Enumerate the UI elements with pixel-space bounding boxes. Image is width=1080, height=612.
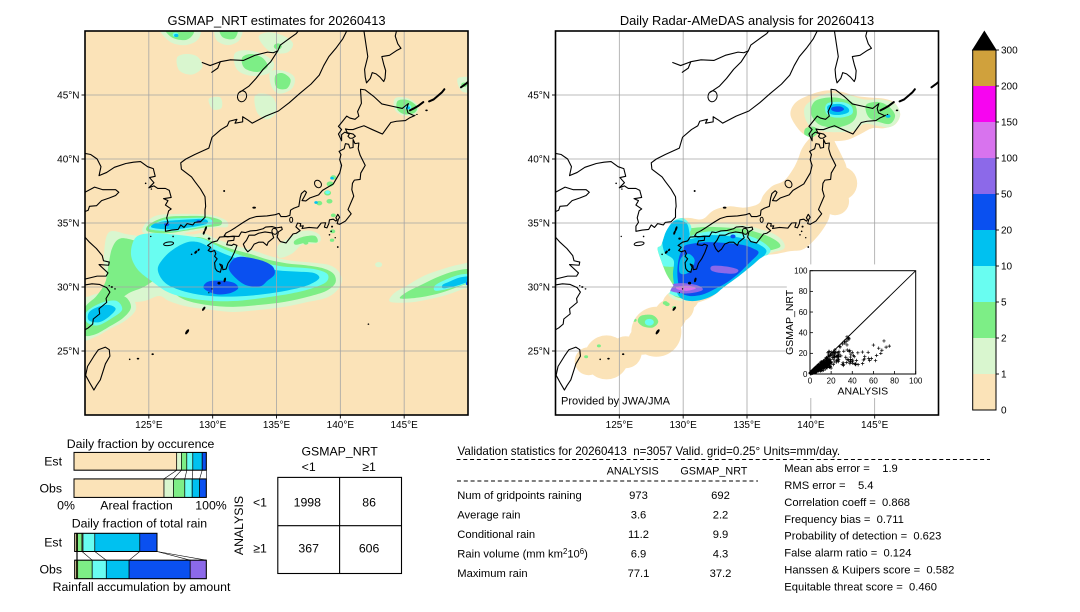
svg-text:60: 60: [799, 308, 808, 317]
svg-text:0: 0: [803, 370, 808, 379]
svg-text:130°E: 130°E: [199, 420, 227, 431]
svg-text:60: 60: [869, 377, 878, 386]
svg-text:145°E: 145°E: [861, 420, 889, 431]
svg-text:0: 0: [808, 377, 813, 386]
svg-text:4.3: 4.3: [713, 548, 729, 560]
svg-text:130°E: 130°E: [669, 420, 697, 431]
svg-text:Rainfall accumulation by amoun: Rainfall accumulation by amount: [53, 580, 231, 594]
svg-text:Obs: Obs: [39, 482, 62, 496]
svg-text:<1: <1: [253, 496, 267, 510]
svg-text:20: 20: [799, 349, 808, 358]
svg-text:135°E: 135°E: [733, 420, 761, 431]
svg-text:Daily Radar-AMeDAS analysis fo: Daily Radar-AMeDAS analysis for 20260413: [620, 13, 874, 28]
svg-text:GSMAP_NRT: GSMAP_NRT: [301, 445, 378, 459]
svg-text:Equitable threat score = 0.46: Equitable threat score = 0.460: [784, 582, 937, 594]
svg-text:606: 606: [359, 541, 380, 555]
svg-text:Frequency bias = 0.711: Frequency bias = 0.711: [784, 514, 904, 526]
svg-text:Daily fraction of total rain: Daily fraction of total rain: [72, 517, 207, 531]
svg-text:Validation statistics for 2026: Validation statistics for 20260413 n=305…: [458, 445, 841, 458]
svg-text:40°N: 40°N: [528, 155, 550, 166]
svg-text:100: 100: [909, 377, 923, 386]
svg-text:5: 5: [1001, 298, 1007, 309]
svg-text:30°N: 30°N: [57, 283, 79, 294]
svg-text:9.9: 9.9: [713, 529, 729, 541]
svg-text:20: 20: [1001, 226, 1013, 237]
svg-text:Average rain: Average rain: [457, 510, 520, 522]
svg-text:Daily fraction by occurence: Daily fraction by occurence: [67, 437, 215, 451]
svg-text:Correlation coeff = 0.868: Correlation coeff = 0.868: [784, 497, 910, 509]
svg-text:Hanssen & Kuipers score = 0.5: Hanssen & Kuipers score = 0.582: [784, 565, 954, 577]
svg-text:45°N: 45°N: [57, 91, 79, 102]
svg-text:GSMAP_NRT: GSMAP_NRT: [680, 466, 747, 478]
svg-text:37.2: 37.2: [710, 568, 732, 580]
svg-text:0: 0: [1001, 406, 1007, 417]
svg-text:Maximum rain: Maximum rain: [457, 568, 527, 580]
svg-text:140°E: 140°E: [327, 420, 355, 431]
svg-text:125°E: 125°E: [135, 420, 163, 431]
svg-text:Est: Est: [44, 455, 62, 469]
svg-text:100%: 100%: [195, 499, 227, 513]
svg-text:25°N: 25°N: [528, 347, 550, 358]
svg-text:30°N: 30°N: [528, 283, 550, 294]
svg-text:40: 40: [848, 377, 857, 386]
svg-text:140°E: 140°E: [797, 420, 825, 431]
svg-text:11.2: 11.2: [628, 529, 649, 541]
svg-text:35°N: 35°N: [528, 219, 550, 230]
svg-text:125°E: 125°E: [606, 420, 634, 431]
svg-text:False alarm ratio = 0.124: False alarm ratio = 0.124: [784, 548, 911, 560]
svg-text:3.6: 3.6: [631, 510, 647, 522]
svg-text:0%: 0%: [57, 499, 75, 513]
svg-text:150: 150: [1001, 118, 1018, 129]
svg-text:2.2: 2.2: [713, 510, 729, 522]
svg-text:ANALYSIS: ANALYSIS: [838, 386, 889, 398]
svg-text:80: 80: [890, 377, 899, 386]
svg-text:80: 80: [799, 287, 808, 296]
svg-text:GSMAP_NRT estimates for 202604: GSMAP_NRT estimates for 20260413: [167, 13, 385, 28]
svg-text:135°E: 135°E: [263, 420, 291, 431]
svg-text:20: 20: [827, 377, 836, 386]
svg-text:2: 2: [1001, 334, 1007, 345]
svg-text:≥1: ≥1: [253, 541, 267, 555]
svg-text:Conditional rain: Conditional rain: [457, 529, 535, 541]
svg-text:100: 100: [1001, 154, 1018, 165]
svg-text:50: 50: [1001, 190, 1013, 201]
svg-text:973: 973: [629, 490, 648, 502]
svg-text:1998: 1998: [294, 496, 322, 510]
svg-text:10: 10: [1001, 262, 1013, 273]
svg-text:RMS error = 5.4: RMS error = 5.4: [784, 480, 873, 492]
svg-text:Obs: Obs: [39, 563, 62, 577]
svg-text:GSMAP_NRT: GSMAP_NRT: [784, 289, 796, 355]
svg-text:Mean abs error = 1.9: Mean abs error = 1.9: [784, 463, 898, 475]
svg-text:<1: <1: [302, 460, 316, 474]
svg-text:40°N: 40°N: [57, 155, 79, 166]
svg-text:Provided by JWA/JMA: Provided by JWA/JMA: [561, 396, 671, 408]
svg-text:367: 367: [298, 541, 319, 555]
svg-text:40: 40: [799, 328, 808, 337]
svg-text:Est: Est: [44, 536, 62, 550]
svg-text:6.9: 6.9: [631, 548, 647, 560]
svg-text:77.1: 77.1: [628, 568, 650, 580]
svg-text:Probability of detection = 0.: Probability of detection = 0.623: [784, 531, 941, 543]
svg-text:692: 692: [711, 490, 730, 502]
svg-text:1: 1: [1001, 370, 1007, 381]
svg-text:35°N: 35°N: [57, 219, 79, 230]
svg-text:Rain volume (mm km2106): Rain volume (mm km2106): [457, 547, 588, 561]
svg-text:ANALYSIS: ANALYSIS: [232, 496, 246, 555]
svg-text:145°E: 145°E: [390, 420, 418, 431]
svg-text:25°N: 25°N: [57, 347, 79, 358]
svg-text:200: 200: [1001, 82, 1018, 93]
svg-text:Areal fraction: Areal fraction: [100, 499, 173, 513]
svg-text:100: 100: [794, 267, 808, 276]
svg-text:≥1: ≥1: [362, 460, 376, 474]
svg-text:ANALYSIS: ANALYSIS: [607, 466, 659, 478]
svg-text:Num of gridpoints raining: Num of gridpoints raining: [457, 490, 581, 502]
svg-text:300: 300: [1001, 46, 1018, 57]
svg-text:45°N: 45°N: [528, 91, 550, 102]
svg-text:86: 86: [362, 496, 376, 510]
